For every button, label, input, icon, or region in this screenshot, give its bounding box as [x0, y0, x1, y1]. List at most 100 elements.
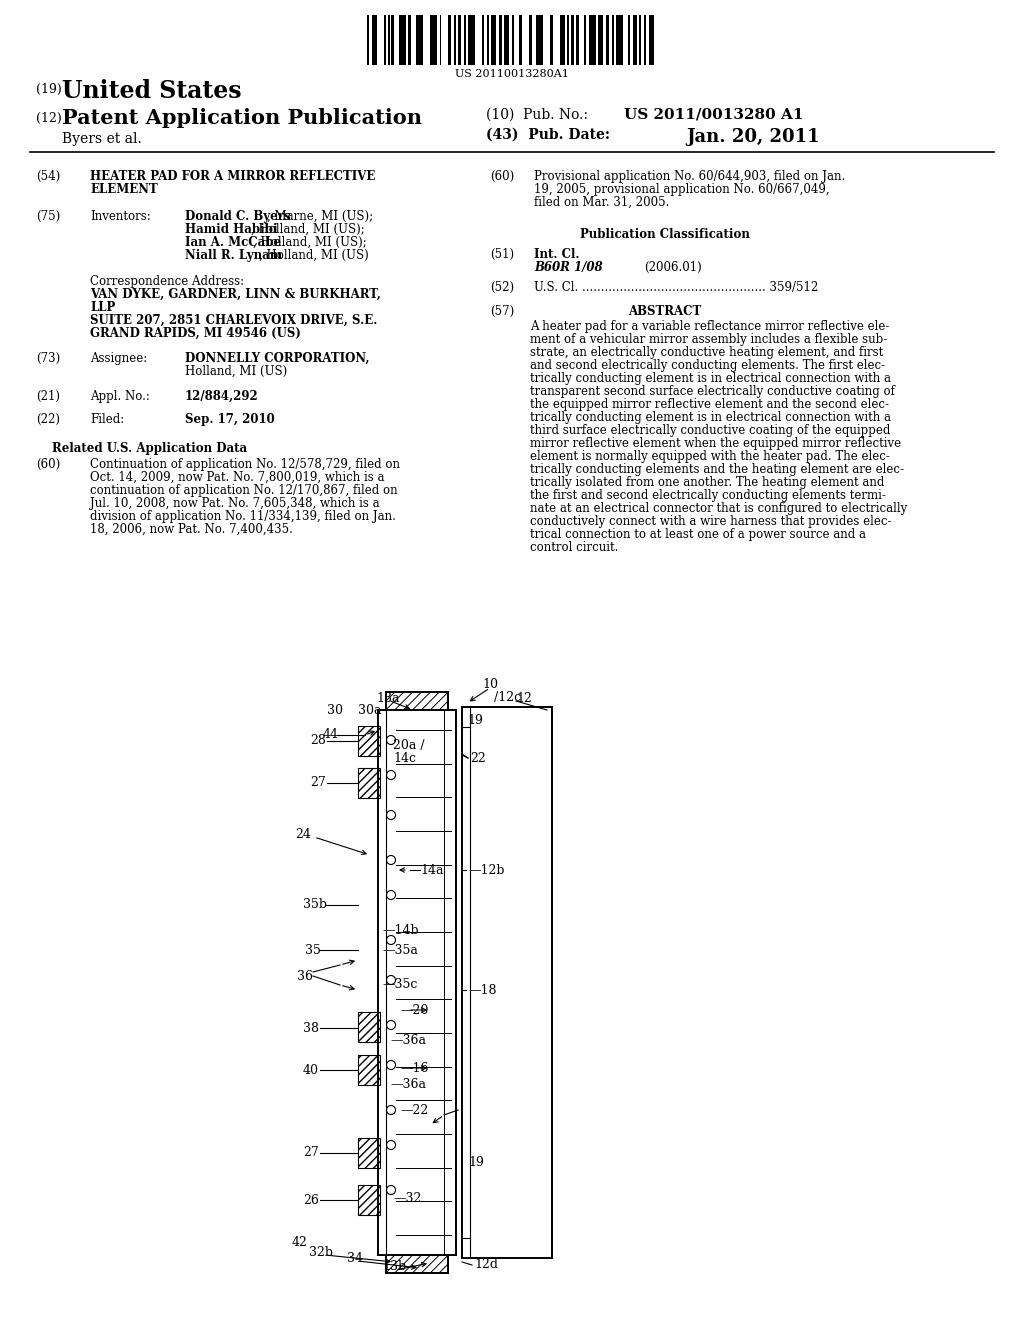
Text: (2006.01): (2006.01) — [644, 261, 701, 275]
Text: (57): (57) — [490, 305, 514, 318]
Text: ABSTRACT: ABSTRACT — [629, 305, 701, 318]
Text: (51): (51) — [490, 248, 514, 261]
Text: Provisional application No. 60/644,903, filed on Jan.: Provisional application No. 60/644,903, … — [534, 170, 845, 183]
Text: Donald C. Byers: Donald C. Byers — [185, 210, 291, 223]
Text: 32b: 32b — [309, 1246, 333, 1258]
Bar — [512, 15, 514, 65]
Bar — [615, 15, 623, 65]
Bar — [430, 15, 436, 65]
Bar — [504, 15, 509, 65]
Text: US 2011/0013280 A1: US 2011/0013280 A1 — [624, 108, 804, 121]
Text: (54): (54) — [36, 170, 60, 183]
Text: , Holland, MI (US);: , Holland, MI (US); — [251, 223, 365, 236]
Text: VAN DYKE, GARDNER, LINN & BURKHART,: VAN DYKE, GARDNER, LINN & BURKHART, — [90, 288, 381, 301]
Text: 19: 19 — [468, 1155, 484, 1168]
Text: United States: United States — [62, 79, 242, 103]
Text: the first and second electrically conducting elements termi-: the first and second electrically conduc… — [530, 488, 886, 502]
Text: —36a: —36a — [390, 1034, 426, 1047]
Text: Hamid Habibi: Hamid Habibi — [185, 223, 278, 236]
Text: ELEMENT: ELEMENT — [90, 183, 158, 195]
Text: 36: 36 — [297, 969, 313, 982]
Text: 13a: 13a — [376, 692, 399, 705]
Text: (21): (21) — [36, 389, 60, 403]
Text: Niall R. Lynam: Niall R. Lynam — [185, 249, 283, 261]
Text: 30a: 30a — [358, 704, 382, 717]
Text: HEATER PAD FOR A MIRROR REFLECTIVE: HEATER PAD FOR A MIRROR REFLECTIVE — [90, 170, 376, 183]
Text: trically conducting element is in electrical connection with a: trically conducting element is in electr… — [530, 411, 891, 424]
Bar — [628, 15, 630, 65]
Text: Byers et al.: Byers et al. — [62, 132, 141, 147]
Text: Jul. 10, 2008, now Pat. No. 7,605,348, which is a: Jul. 10, 2008, now Pat. No. 7,605,348, w… — [90, 498, 380, 510]
Text: (22): (22) — [36, 413, 60, 426]
Bar — [358, 1185, 380, 1214]
Text: (75): (75) — [36, 210, 60, 223]
Text: 14a: 14a — [420, 863, 443, 876]
Bar — [358, 1138, 380, 1168]
Text: trically isolated from one another. The heating element and: trically isolated from one another. The … — [530, 477, 885, 488]
Text: Appl. No.:: Appl. No.: — [90, 389, 150, 403]
Text: , Holland, MI (US): , Holland, MI (US) — [259, 249, 369, 261]
Bar — [416, 15, 423, 65]
Text: 22: 22 — [470, 751, 485, 764]
Bar — [464, 15, 466, 65]
Text: 44: 44 — [323, 729, 339, 742]
Text: Filed:: Filed: — [90, 413, 124, 426]
Text: 28: 28 — [310, 734, 326, 747]
Text: —14b: —14b — [382, 924, 419, 936]
Text: 18, 2006, now Pat. No. 7,400,435.: 18, 2006, now Pat. No. 7,400,435. — [90, 523, 293, 536]
Text: 27: 27 — [303, 1147, 318, 1159]
Bar — [649, 15, 654, 65]
Text: Inventors:: Inventors: — [90, 210, 151, 223]
Text: —35c: —35c — [382, 978, 418, 991]
Text: —12b: —12b — [468, 863, 505, 876]
Text: —36a: —36a — [390, 1078, 426, 1092]
Bar — [537, 15, 544, 65]
Text: Assignee:: Assignee: — [90, 352, 147, 366]
Text: (19): (19) — [36, 83, 61, 96]
Text: 26: 26 — [303, 1193, 318, 1206]
Text: 42: 42 — [292, 1236, 308, 1249]
Text: the equipped mirror reflective element and the second elec-: the equipped mirror reflective element a… — [530, 399, 889, 411]
Bar — [528, 15, 531, 65]
Text: Jan. 20, 2011: Jan. 20, 2011 — [686, 128, 819, 147]
Text: —18: —18 — [468, 983, 497, 997]
Text: 12: 12 — [516, 692, 531, 705]
Bar — [458, 15, 461, 65]
Text: —20: —20 — [400, 1003, 428, 1016]
Text: SUITE 207, 2851 CHARLEVOIX DRIVE, S.E.: SUITE 207, 2851 CHARLEVOIX DRIVE, S.E. — [90, 314, 378, 327]
Text: 12/884,292: 12/884,292 — [185, 389, 259, 403]
Bar — [372, 15, 377, 65]
Text: (60): (60) — [490, 170, 514, 183]
Text: Correspondence Address:: Correspondence Address: — [90, 275, 244, 288]
Text: 30: 30 — [327, 704, 343, 717]
Text: —32: —32 — [393, 1192, 421, 1204]
Text: division of application No. 11/334,139, filed on Jan.: division of application No. 11/334,139, … — [90, 510, 396, 523]
Text: conductively connect with a wire harness that provides elec-: conductively connect with a wire harness… — [530, 515, 892, 528]
Text: /12c: /12c — [494, 692, 521, 705]
Bar — [584, 15, 587, 65]
Text: DONNELLY CORPORATION,: DONNELLY CORPORATION, — [185, 352, 370, 366]
Bar — [590, 15, 596, 65]
Text: (10)  Pub. No.:: (10) Pub. No.: — [486, 108, 588, 121]
Text: (12): (12) — [36, 112, 61, 125]
Text: trical connection to at least one of a power source and a: trical connection to at least one of a p… — [530, 528, 866, 541]
Bar — [550, 15, 553, 65]
Text: Related U.S. Application Data: Related U.S. Application Data — [52, 442, 248, 455]
Text: 14c: 14c — [393, 751, 416, 764]
Text: mirror reflective element when the equipped mirror reflective: mirror reflective element when the equip… — [530, 437, 901, 450]
Text: , Marne, MI (US);: , Marne, MI (US); — [267, 210, 373, 223]
Text: Ian A. McCabe: Ian A. McCabe — [185, 236, 282, 249]
Text: 35b: 35b — [303, 899, 327, 912]
Text: Continuation of application No. 12/578,729, filed on: Continuation of application No. 12/578,7… — [90, 458, 400, 471]
Text: 24: 24 — [295, 829, 311, 842]
Text: (73): (73) — [36, 352, 60, 366]
Text: US 20110013280A1: US 20110013280A1 — [455, 69, 569, 79]
Bar — [567, 15, 568, 65]
Text: Int. Cl.: Int. Cl. — [534, 248, 580, 261]
Bar — [481, 15, 483, 65]
Text: , Holland, MI (US);: , Holland, MI (US); — [253, 236, 367, 249]
Text: transparent second surface electrically conductive coating of: transparent second surface electrically … — [530, 385, 895, 399]
Text: ment of a vehicular mirror assembly includes a flexible sub-: ment of a vehicular mirror assembly incl… — [530, 333, 887, 346]
Bar — [644, 15, 646, 65]
Text: Holland, MI (US): Holland, MI (US) — [185, 366, 288, 378]
